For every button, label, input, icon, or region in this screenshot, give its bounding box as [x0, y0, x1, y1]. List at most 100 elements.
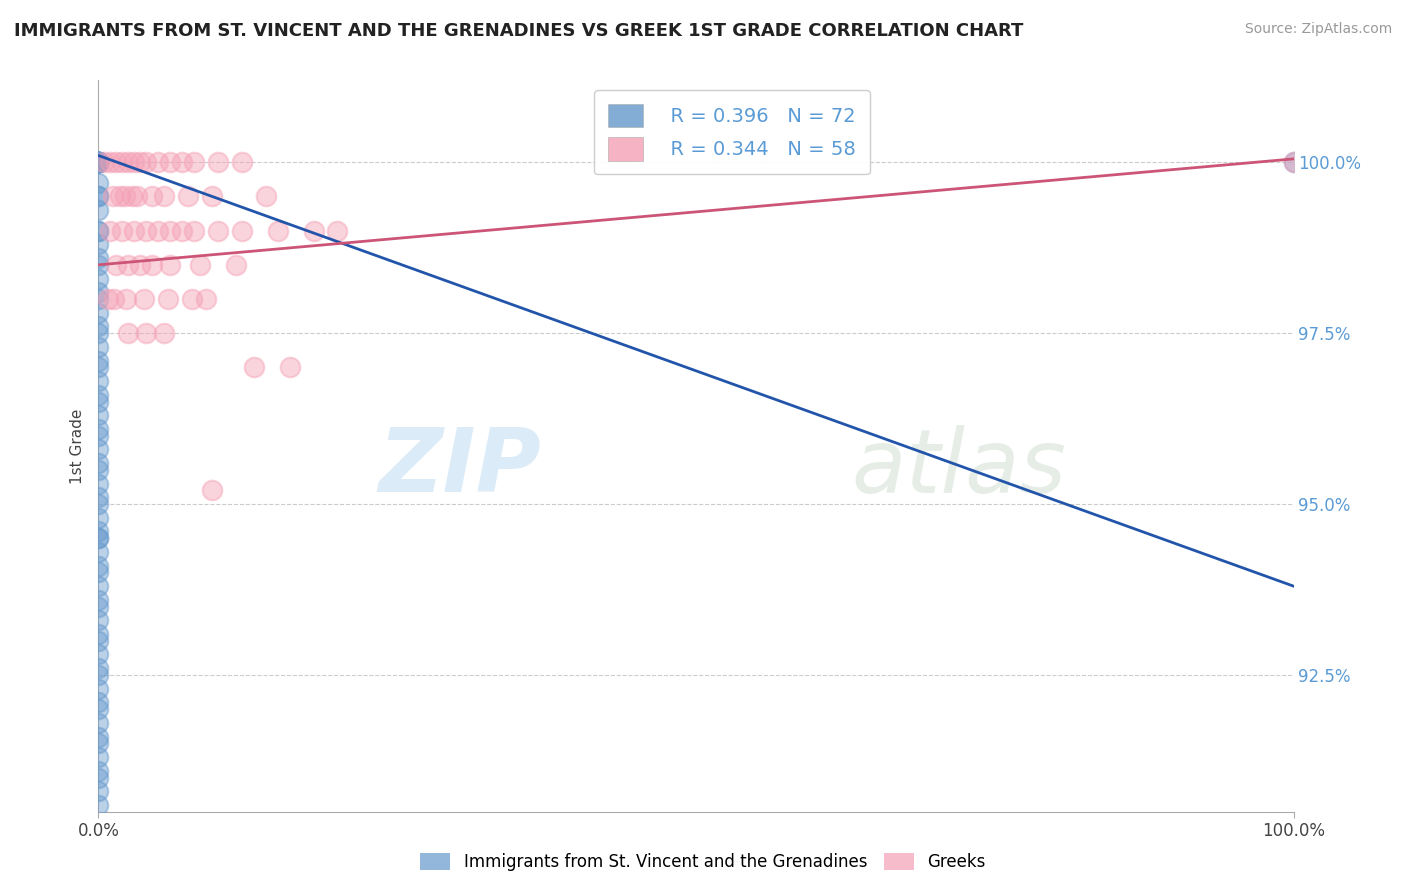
Point: [87, 237, 110, 252]
Point: [87, 155, 110, 169]
Point: [148, 155, 170, 169]
Point: [153, 189, 176, 203]
Point: [87, 306, 110, 320]
Point: [87, 558, 110, 573]
Point: [87, 292, 110, 306]
Point: [105, 258, 128, 272]
Point: [129, 258, 152, 272]
Point: [159, 224, 181, 238]
Point: [87, 579, 110, 593]
Point: [87, 524, 110, 539]
Point: [98, 155, 122, 169]
Point: [267, 224, 290, 238]
Point: [87, 203, 110, 218]
Point: [87, 681, 110, 696]
Point: [254, 189, 277, 203]
Point: [93, 155, 115, 169]
Point: [201, 483, 224, 498]
Point: [135, 224, 157, 238]
Text: atlas: atlas: [852, 425, 1066, 511]
Point: [124, 155, 146, 169]
Point: [87, 340, 110, 354]
Point: [87, 613, 110, 627]
Point: [87, 592, 110, 607]
Point: [183, 155, 205, 169]
Point: [87, 258, 110, 272]
Point: [278, 360, 301, 375]
Point: [87, 764, 110, 778]
Point: [87, 797, 110, 812]
Point: [141, 189, 163, 203]
Point: [87, 155, 110, 169]
Point: [87, 155, 110, 169]
Point: [117, 326, 139, 341]
Point: [103, 292, 125, 306]
Point: [87, 633, 110, 648]
Point: [87, 155, 110, 169]
Point: [87, 668, 110, 682]
Text: ZIP: ZIP: [378, 425, 541, 511]
Point: [87, 490, 110, 504]
Point: [87, 695, 110, 709]
Point: [87, 155, 110, 169]
Legend:   R = 0.396   N = 72,   R = 0.344   N = 58: R = 0.396 N = 72, R = 0.344 N = 58: [595, 90, 869, 175]
Point: [87, 627, 110, 641]
Point: [105, 155, 128, 169]
Point: [153, 326, 176, 341]
Text: IMMIGRANTS FROM ST. VINCENT AND THE GRENADINES VS GREEK 1ST GRADE CORRELATION CH: IMMIGRANTS FROM ST. VINCENT AND THE GREN…: [14, 22, 1024, 40]
Point: [87, 176, 110, 190]
Point: [87, 463, 110, 477]
Point: [87, 374, 110, 388]
Point: [87, 429, 110, 443]
Point: [87, 155, 110, 169]
Point: [129, 155, 152, 169]
Point: [87, 784, 110, 798]
Point: [87, 326, 110, 341]
Point: [302, 224, 325, 238]
Point: [135, 326, 157, 341]
Point: [231, 224, 253, 238]
Point: [114, 189, 136, 203]
Point: [87, 736, 110, 750]
Point: [87, 353, 110, 368]
Point: [87, 715, 110, 730]
Point: [183, 224, 205, 238]
Point: [87, 319, 110, 334]
Point: [87, 409, 110, 423]
Point: [108, 189, 131, 203]
Point: [207, 224, 229, 238]
Point: [117, 258, 139, 272]
Point: [87, 271, 110, 285]
Point: [177, 189, 200, 203]
Point: [135, 155, 157, 169]
Point: [87, 155, 110, 169]
Point: [87, 360, 110, 375]
Point: [87, 394, 110, 409]
Point: [87, 730, 110, 744]
Point: [87, 497, 110, 511]
Point: [180, 292, 202, 306]
Point: [87, 155, 110, 169]
Point: [159, 258, 181, 272]
Point: [87, 388, 110, 402]
Point: [87, 155, 110, 169]
Point: [225, 258, 247, 272]
Point: [111, 224, 134, 238]
Point: [87, 661, 110, 675]
Point: [87, 531, 110, 545]
Point: [111, 155, 134, 169]
Point: [132, 292, 155, 306]
Point: [125, 189, 148, 203]
Point: [87, 422, 110, 436]
Point: [141, 258, 163, 272]
Point: [148, 224, 170, 238]
Point: [201, 189, 224, 203]
Point: [124, 224, 146, 238]
Point: [97, 292, 120, 306]
Point: [172, 155, 194, 169]
Text: Source: ZipAtlas.com: Source: ZipAtlas.com: [1244, 22, 1392, 37]
Point: [87, 599, 110, 614]
Point: [87, 224, 110, 238]
Point: [243, 360, 266, 375]
Point: [101, 189, 124, 203]
